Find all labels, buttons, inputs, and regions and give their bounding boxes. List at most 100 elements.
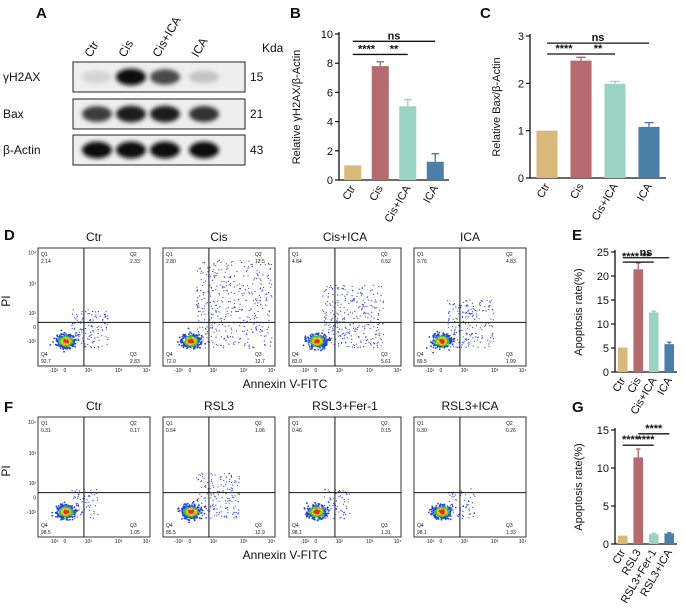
- flow-dot: [472, 337, 474, 339]
- flow-dot: [451, 505, 454, 508]
- flow-dot: [210, 480, 212, 482]
- flow-dot: [205, 484, 207, 486]
- quadrant-label: Q4: [166, 523, 173, 529]
- flow-dot: [213, 269, 215, 271]
- flow-dot: [325, 288, 327, 291]
- flow-dot: [267, 332, 269, 334]
- flow-dot: [65, 512, 67, 515]
- flow-dot: [444, 506, 446, 509]
- flow-dot: [309, 337, 312, 340]
- flow-dot: [197, 478, 200, 481]
- flow-dot: [435, 513, 438, 515]
- flow-dot: [58, 343, 61, 345]
- flow-dot: [243, 275, 245, 277]
- flow-dot: [81, 310, 83, 312]
- flow-dot: [452, 346, 455, 348]
- flow-dot: [218, 330, 220, 332]
- flow-dot: [209, 275, 211, 277]
- flow-dot: [343, 498, 345, 500]
- y-tick-label: 4: [327, 117, 333, 129]
- flow-dot: [454, 320, 456, 323]
- flow-dot: [74, 327, 76, 329]
- flow-dot: [344, 326, 346, 328]
- flow-dot: [69, 335, 71, 337]
- quadrant-value: 1.05: [130, 530, 140, 536]
- flow-dot: [228, 343, 230, 345]
- flow-dot: [442, 511, 445, 513]
- flow-plot-title: RSL3+ICA: [441, 399, 498, 413]
- flow-dot: [239, 259, 241, 261]
- flow-dot: [236, 284, 238, 286]
- flow-dot: [311, 340, 314, 343]
- flow-dot: [368, 313, 370, 315]
- flow-dot: [233, 286, 236, 288]
- flow-dot: [346, 345, 348, 347]
- flow-dot: [366, 296, 369, 298]
- quadrant-label: Q3: [506, 352, 513, 358]
- flow-dot: [223, 345, 225, 347]
- flow-dot: [448, 500, 450, 503]
- flow-dot: [441, 342, 444, 344]
- flow-dot: [224, 500, 227, 502]
- flow-dot: [344, 289, 346, 291]
- flow-dot: [240, 309, 243, 311]
- flow-dot: [476, 339, 478, 341]
- flow-dot: [361, 287, 363, 289]
- quadrant-value: 1.31: [381, 530, 391, 536]
- flow-dot: [248, 316, 250, 318]
- flow-dot: [361, 303, 364, 305]
- flow-dot: [74, 345, 77, 348]
- flow-dot: [371, 315, 373, 317]
- x-tick-label: Cis+ICA: [383, 183, 414, 225]
- flow-dot: [457, 310, 459, 312]
- flow-dot: [224, 271, 226, 273]
- flow-dot: [252, 283, 254, 285]
- flow-dot: [196, 270, 198, 272]
- flow-dot: [63, 501, 66, 504]
- flow-dot: [249, 292, 251, 294]
- flow-dot: [192, 341, 195, 344]
- flow-dot: [53, 337, 55, 340]
- flow-dot: [323, 343, 326, 346]
- flow-dot: [196, 334, 199, 337]
- flow-x-tick-label: 10⁴: [519, 368, 527, 374]
- flow-dot: [251, 331, 254, 333]
- flow-dot: [229, 275, 231, 278]
- flow-dot: [307, 342, 310, 344]
- flow-dot: [318, 346, 321, 348]
- flow-dot: [477, 336, 479, 338]
- flow-dot: [358, 288, 360, 290]
- flow-dot: [376, 318, 379, 320]
- flow-dot: [271, 296, 273, 298]
- flow-dot: [378, 329, 380, 331]
- flow-dot: [204, 497, 206, 499]
- quadrant-label: Q1: [166, 421, 173, 427]
- flow-dot: [220, 484, 222, 486]
- flow-dot: [94, 494, 96, 496]
- flow-dot: [98, 325, 100, 328]
- flow-dot: [455, 331, 457, 333]
- flow-dot: [309, 348, 312, 351]
- flow-dot: [450, 508, 452, 511]
- flow-dot: [207, 271, 209, 273]
- flow-dot: [332, 329, 334, 331]
- flow-dot: [325, 316, 327, 318]
- flow-dot: [444, 343, 446, 345]
- flow-dot: [209, 488, 211, 490]
- flow-dot: [258, 294, 260, 296]
- flow-dot: [201, 270, 203, 272]
- flow-dot: [192, 338, 195, 340]
- flow-dot: [338, 511, 340, 513]
- flow-dot: [191, 514, 194, 517]
- flow-dot: [443, 333, 446, 336]
- flow-dot: [254, 298, 257, 300]
- flow-x-tick-label: 10²: [210, 368, 218, 374]
- flow-dot: [308, 517, 310, 519]
- flow-dot: [203, 262, 206, 264]
- flow-dot: [197, 513, 200, 516]
- flow-dot: [238, 478, 240, 480]
- flow-dot: [61, 512, 64, 514]
- blot-band: [189, 106, 219, 122]
- flow-dot: [489, 302, 491, 304]
